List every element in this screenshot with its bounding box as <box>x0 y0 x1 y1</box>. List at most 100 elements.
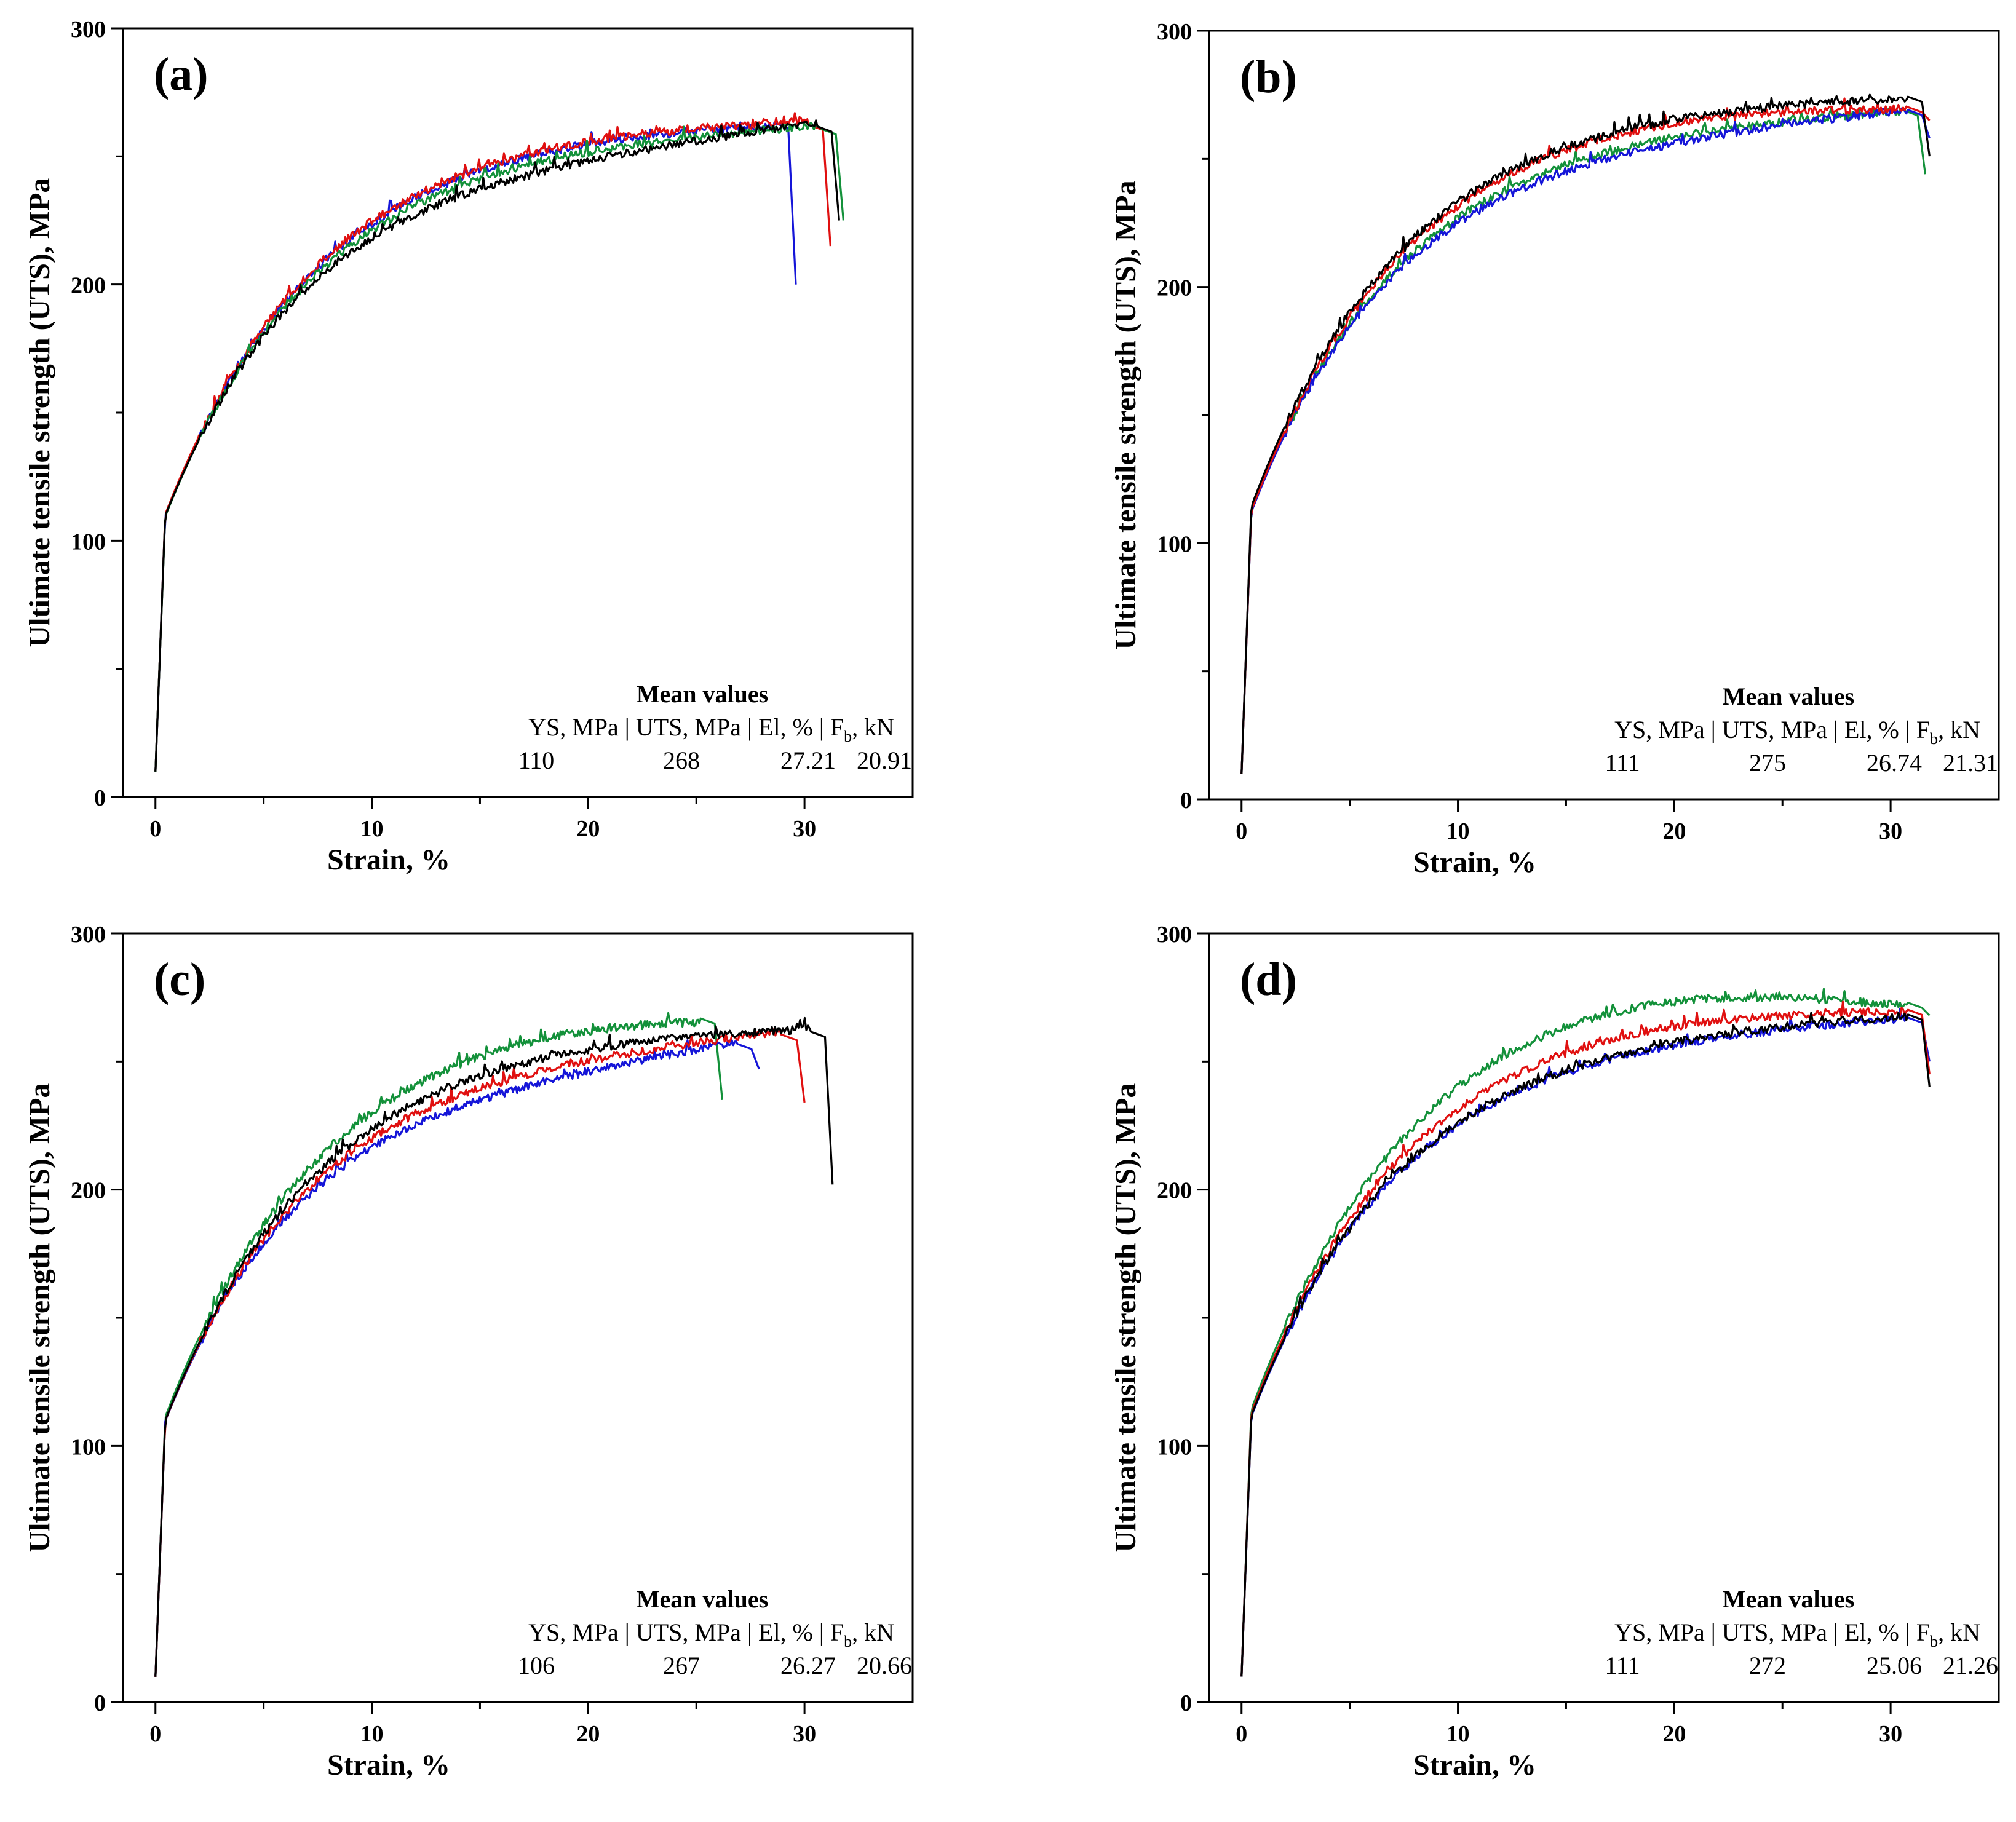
fb-subscript: b <box>1930 1633 1938 1650</box>
header-space <box>619 1618 625 1646</box>
mean-value-el: 27.21 <box>780 747 836 774</box>
series-line-blue <box>154 1039 760 1677</box>
y-tick-label: 300 <box>71 922 106 948</box>
fb-unit: , kN <box>1938 1618 1980 1646</box>
mean-value-fb: 21.31 <box>1943 749 1998 777</box>
mean-value-ys: 111 <box>1605 1652 1640 1679</box>
y-tick-label: 300 <box>1157 922 1192 948</box>
header-space <box>1705 716 1711 743</box>
mean-values-title: Mean values <box>1723 683 1854 710</box>
header-space <box>1827 1618 1833 1646</box>
fb-subscript: b <box>844 1633 852 1650</box>
y-axis-title: Ultimate tensile strength (UTS), MPa <box>1109 1083 1142 1553</box>
panel-label: (a) <box>154 49 208 100</box>
mean-value-uts: 275 <box>1749 749 1786 777</box>
series-line-red <box>154 1028 806 1677</box>
header-space <box>619 713 625 741</box>
series-group <box>1240 93 1931 774</box>
x-tick-label: 30 <box>793 1721 816 1747</box>
mean-value-el: 26.27 <box>780 1652 836 1679</box>
header-part: YS, MPa <box>528 713 619 741</box>
fb-unit: , kN <box>852 713 894 741</box>
mean-values-title: Mean values <box>637 680 768 708</box>
header-space <box>1705 1618 1711 1646</box>
header-space <box>630 713 636 741</box>
fb-subscript: b <box>844 727 852 745</box>
series-line-red <box>1240 97 1931 774</box>
series-line-black <box>154 119 840 772</box>
header-part: F <box>830 713 844 741</box>
mean-value-uts: 272 <box>1749 1652 1786 1679</box>
x-tick-label: 20 <box>1662 1721 1686 1747</box>
y-tick-label: 100 <box>71 529 106 555</box>
header-part: | <box>625 1618 630 1646</box>
y-tick-label: 300 <box>71 17 106 42</box>
header-part: F <box>830 1618 844 1646</box>
y-tick-label: 200 <box>71 1178 106 1204</box>
fb-unit: , kN <box>852 1618 894 1646</box>
x-axis-title: Strain, % <box>327 844 450 876</box>
header-part: YS, MPa <box>528 1618 619 1646</box>
panel-label: (d) <box>1240 954 1297 1005</box>
plot-frame <box>1208 932 2000 1703</box>
header-part: | <box>819 713 824 741</box>
series-line-green <box>154 1012 723 1677</box>
header-part: UTS, MPa <box>1722 716 1827 743</box>
mean-value-fb: 20.66 <box>857 1652 912 1679</box>
header-space <box>1716 1618 1722 1646</box>
header-space <box>824 713 830 741</box>
header-part: | <box>1905 1618 1910 1646</box>
y-tick-label: 0 <box>94 1690 106 1716</box>
mean-values-header: YS, MPa | UTS, MPa | El, % | Fb, kN <box>1614 1618 1980 1650</box>
y-tick-label: 0 <box>1180 1690 1192 1716</box>
y-axis-title: Ultimate tensile strength (UTS), MPa <box>23 178 56 648</box>
x-axis-title: Strain, % <box>1413 1749 1536 1781</box>
fb-subscript: b <box>1930 730 1938 748</box>
header-part: El, % <box>1844 716 1899 743</box>
x-tick-label: 20 <box>576 1721 600 1747</box>
header-part: El, % <box>1844 1618 1899 1646</box>
mean-value-fb: 21.26 <box>1943 1652 1998 1679</box>
panel-label: (c) <box>154 954 205 1005</box>
series-line-green <box>154 122 844 772</box>
series-group <box>154 1012 834 1677</box>
y-tick-label: 200 <box>1157 275 1192 301</box>
header-part: UTS, MPa <box>1722 1618 1827 1646</box>
header-space <box>1899 1618 1905 1646</box>
mean-values-title: Mean values <box>637 1585 768 1613</box>
series-line-black <box>154 1016 834 1677</box>
header-space <box>1838 1618 1844 1646</box>
y-tick-label: 300 <box>1157 19 1192 45</box>
x-tick-label: 20 <box>1662 818 1686 844</box>
header-part: El, % <box>758 1618 813 1646</box>
x-tick-label: 10 <box>360 1721 384 1747</box>
mean-values-header: YS, MPa | UTS, MPa | El, % | Fb, kN <box>528 713 894 745</box>
series-line-blue <box>154 121 797 772</box>
mean-values-header: YS, MPa | UTS, MPa | El, % | Fb, kN <box>528 1618 894 1650</box>
mean-values-title: Mean values <box>1723 1585 1854 1613</box>
header-space <box>824 1618 830 1646</box>
series-line-green <box>1240 988 1931 1677</box>
header-space <box>1899 716 1905 743</box>
x-tick-label: 0 <box>149 816 161 842</box>
header-part: | <box>1711 716 1716 743</box>
header-part: | <box>1905 716 1910 743</box>
x-tick-label: 0 <box>1236 1721 1247 1747</box>
series-line-black <box>1240 93 1931 774</box>
y-tick-label: 100 <box>71 1434 106 1460</box>
x-tick-label: 10 <box>1447 1721 1470 1747</box>
header-part: F <box>1916 716 1930 743</box>
mean-value-ys: 110 <box>518 747 555 774</box>
header-space <box>1827 716 1833 743</box>
header-space <box>1910 1618 1916 1646</box>
series-line-red <box>154 112 831 772</box>
mean-values-header: YS, MPa | UTS, MPa | El, % | Fb, kN <box>1614 716 1980 748</box>
header-space <box>813 713 819 741</box>
header-part: | <box>747 1618 752 1646</box>
series-line-red <box>1240 1000 1931 1677</box>
header-space <box>1838 716 1844 743</box>
